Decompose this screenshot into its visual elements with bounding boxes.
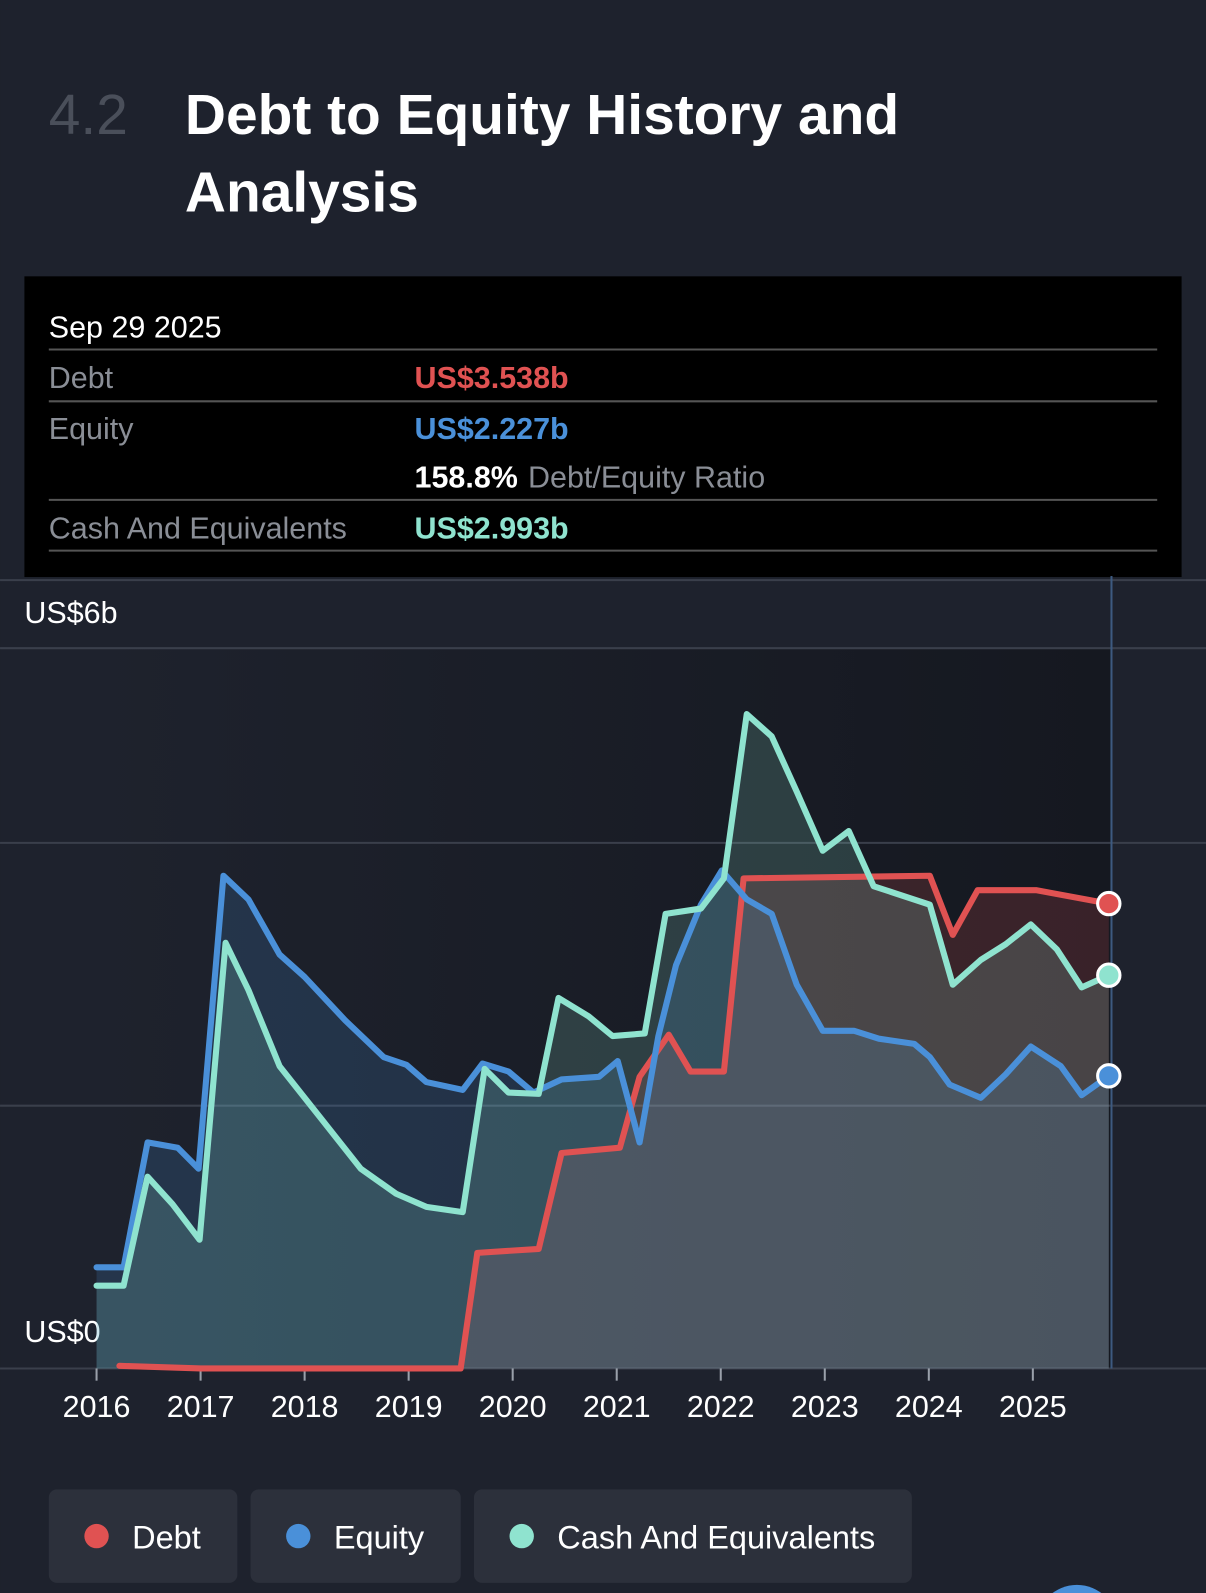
plot: US$0 US$6b 2016 2017 2018 2019 2020 2021 2022 202… (0, 579, 1206, 1424)
legend-button[interactable] (250, 1489, 461, 1583)
end-point (1096, 890, 1122, 917)
legend-label: Equity (334, 1519, 425, 1555)
legend-swatch (286, 1523, 311, 1549)
tooltip-value: US$3.538b (415, 361, 569, 395)
legend-item[interactable]: Cash And Equivalents (473, 1489, 912, 1583)
ratio-label: Debt/Equity Ratio (528, 461, 765, 495)
x-tick-label: 2022 (687, 1390, 755, 1424)
legend-item[interactable]: Equity (250, 1489, 461, 1583)
legend: Debt Equity Cash And Equivalents (48, 1489, 912, 1583)
x-tick-label: 2017 (167, 1390, 235, 1424)
title: Debt to Equity History and (185, 83, 899, 147)
x-tick-label: 2020 (479, 1390, 547, 1424)
series-line (93, 867, 1112, 1271)
tooltip-label: Debt (49, 361, 114, 395)
x-tick-label: 2018 (271, 1390, 339, 1424)
end-points (1096, 890, 1122, 1089)
plot-area (96, 648, 1112, 1369)
tooltip-date: Sep 29 2025 (49, 310, 222, 344)
title: Analysis (185, 160, 419, 224)
x-tick-label: 2025 (999, 1390, 1067, 1424)
fab-button[interactable] (1036, 1584, 1117, 1593)
legend-label: Debt (132, 1519, 201, 1555)
tooltip-ratio: 158.8% Debt/Equity Ratio (415, 461, 766, 495)
tooltip-value: US$2.993b (415, 511, 569, 545)
tooltip-label: Equity (49, 412, 134, 446)
series-line (93, 711, 1112, 1289)
tooltip (24, 276, 1182, 578)
x-tick-label: 2023 (791, 1390, 859, 1424)
y-tick-label: US$0 (24, 1315, 100, 1349)
series-line (116, 872, 1112, 1372)
legend-label: Cash And Equivalents (557, 1519, 875, 1555)
end-point (1096, 962, 1122, 988)
end-point (1096, 1063, 1122, 1089)
y-tick-label: US$6b (24, 596, 117, 630)
series-area (96, 870, 1109, 1369)
section-number: 4.2 (49, 83, 128, 147)
legend-button[interactable] (473, 1489, 912, 1583)
legend-swatch (84, 1523, 109, 1549)
tooltip-value: US$2.227b (415, 412, 569, 446)
tooltip-label: Cash And Equivalents (49, 511, 347, 545)
series-area (119, 875, 1109, 1369)
legend-swatch (509, 1523, 534, 1549)
x-tick-label: 2021 (583, 1390, 651, 1424)
x-tick-label: 2024 (895, 1390, 963, 1424)
ratio-value: 158.8% (415, 461, 518, 495)
legend-button[interactable] (48, 1489, 238, 1583)
x-tick-label: 2016 (63, 1390, 131, 1424)
x-tick-label: 2019 (375, 1390, 443, 1424)
legend-item[interactable]: Debt (48, 1489, 238, 1583)
